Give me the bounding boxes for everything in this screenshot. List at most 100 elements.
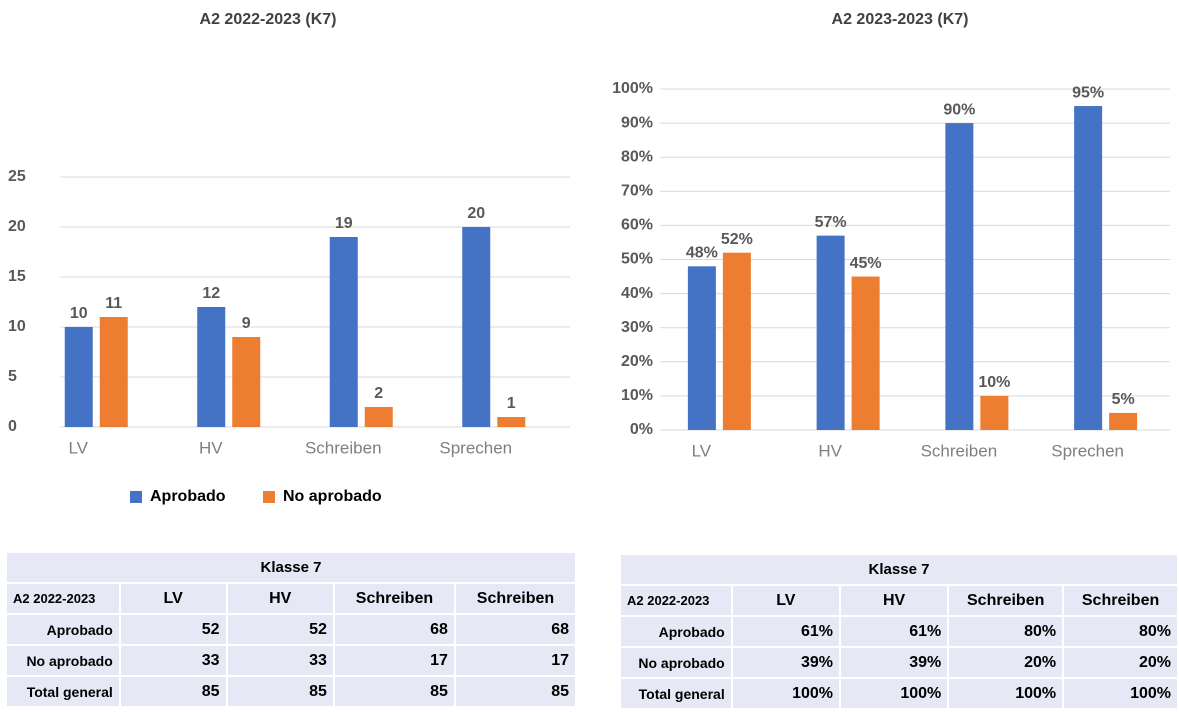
table-cell: No aprobado bbox=[5, 644, 121, 677]
bar bbox=[64, 327, 93, 427]
table-cell: 17 bbox=[332, 644, 456, 677]
table-cell: Total general bbox=[5, 675, 121, 708]
table-cell: LV bbox=[118, 582, 228, 615]
y-tick-label: 10 bbox=[8, 318, 26, 335]
legend-label: Aprobado bbox=[150, 488, 226, 505]
table-row: No aprobado 33 33 17 17 bbox=[5, 644, 578, 677]
table-cell: 85 bbox=[118, 675, 228, 708]
y-tick-label: 20% bbox=[621, 353, 653, 370]
data-label: 2 bbox=[374, 385, 383, 402]
data-label: 1 bbox=[507, 395, 516, 412]
table-cell: 33 bbox=[225, 644, 335, 677]
table-cell: 100% bbox=[730, 677, 841, 710]
table-cell: 39% bbox=[730, 646, 841, 679]
table-cell: A2 2022-2023 bbox=[5, 582, 121, 615]
legend-swatch bbox=[130, 491, 142, 503]
table-cell: A2 2022-2023 bbox=[619, 584, 733, 617]
bar bbox=[462, 227, 491, 427]
bar bbox=[99, 317, 128, 427]
data-label: 10% bbox=[978, 374, 1010, 391]
table-cell: 20% bbox=[1062, 646, 1179, 679]
chart-title: A2 2022-2023 (K7) bbox=[200, 11, 337, 28]
table-row: A2 2022-2023 LV HV Schreiben Schreiben bbox=[619, 584, 1179, 617]
x-tick-label: Sprechen bbox=[1051, 441, 1124, 460]
data-label: 20 bbox=[467, 205, 485, 222]
table-cell: HV bbox=[225, 582, 335, 615]
table-cell: 85 bbox=[453, 675, 578, 708]
table-row: A2 2022-2023 LV HV Schreiben Schreiben bbox=[5, 582, 578, 615]
y-tick-label: 90% bbox=[621, 114, 653, 131]
table-row: Klasse 7 bbox=[5, 551, 577, 584]
table-cell: 33 bbox=[118, 644, 228, 677]
x-tick-label: Schreiben bbox=[921, 441, 998, 460]
bar bbox=[722, 252, 751, 430]
chart-title: A2 2023-2023 (K7) bbox=[832, 11, 969, 28]
bar bbox=[1074, 106, 1103, 431]
bar bbox=[816, 235, 845, 430]
table-row: Aprobado 52 52 68 68 bbox=[5, 613, 578, 646]
x-tick-label: Sprechen bbox=[439, 438, 512, 457]
table-cell: Schreiben bbox=[453, 582, 578, 615]
table-cell: 52 bbox=[225, 613, 335, 646]
table-cell: 39% bbox=[838, 646, 950, 679]
table-cell: 68 bbox=[453, 613, 578, 646]
data-label: 10 bbox=[70, 305, 88, 322]
data-label: 5% bbox=[1112, 391, 1135, 408]
bar bbox=[945, 123, 974, 430]
data-label: 52% bbox=[721, 231, 753, 248]
x-tick-label: LV bbox=[692, 441, 712, 460]
table-cell: Schreiben bbox=[1062, 584, 1179, 617]
y-tick-label: 100% bbox=[612, 80, 653, 97]
table-cell: HV bbox=[838, 584, 950, 617]
table-cell: 52 bbox=[118, 613, 228, 646]
legend-label: No aprobado bbox=[283, 488, 382, 505]
bar bbox=[329, 237, 358, 427]
bar bbox=[232, 337, 261, 427]
table-cell: No aprobado bbox=[619, 646, 733, 679]
table-cell: 80% bbox=[1062, 615, 1179, 648]
charts: A2 2022-2023 (K7)0510152025LV1011HV129Sc… bbox=[8, 11, 1170, 505]
data-label: 45% bbox=[850, 255, 882, 272]
table-cell: Schreiben bbox=[332, 582, 456, 615]
y-tick-label: 25 bbox=[8, 168, 26, 185]
data-label: 9 bbox=[242, 315, 251, 332]
table-row: Total general 85 85 85 85 bbox=[5, 675, 578, 708]
table-cell: 100% bbox=[838, 677, 950, 710]
data-label: 95% bbox=[1072, 84, 1104, 101]
table-cell: 85 bbox=[332, 675, 456, 708]
y-tick-label: 60% bbox=[621, 217, 653, 234]
table-cell: 17 bbox=[453, 644, 578, 677]
bar bbox=[197, 307, 226, 427]
y-tick-label: 10% bbox=[621, 387, 653, 404]
table-cell: 80% bbox=[947, 615, 1065, 648]
data-label: 12 bbox=[202, 285, 220, 302]
table-cell: Aprobado bbox=[5, 613, 121, 646]
table-row: No aprobado 39% 39% 20% 20% bbox=[619, 646, 1179, 679]
bar bbox=[980, 395, 1009, 430]
data-label: 48% bbox=[686, 245, 718, 262]
table-cell: Aprobado bbox=[619, 615, 733, 648]
table-row: Total general 100% 100% 100% 100% bbox=[619, 677, 1179, 710]
data-label: 57% bbox=[815, 214, 847, 231]
table-cell: Klasse 7 bbox=[5, 551, 577, 584]
table-cell: 100% bbox=[1062, 677, 1179, 710]
table-cell: Klasse 7 bbox=[619, 553, 1179, 586]
y-tick-label: 0 bbox=[8, 418, 17, 435]
x-tick-label: LV bbox=[68, 438, 88, 457]
table-cell: 100% bbox=[947, 677, 1065, 710]
y-tick-label: 80% bbox=[621, 148, 653, 165]
legend-swatch bbox=[263, 491, 275, 503]
y-tick-label: 20 bbox=[8, 218, 26, 235]
table-cell: 61% bbox=[730, 615, 841, 648]
data-table: Klasse 7 A2 2022-2023 LV HV Schreiben Schreib… bbox=[5, 551, 578, 708]
x-tick-label: HV bbox=[199, 438, 223, 457]
table-cell: Total general bbox=[619, 677, 733, 710]
bar bbox=[687, 266, 716, 430]
data-label: 90% bbox=[943, 101, 975, 118]
data-label: 19 bbox=[335, 215, 353, 232]
table-cell: LV bbox=[730, 584, 841, 617]
table-row: Klasse 7 bbox=[619, 553, 1179, 586]
x-tick-label: Schreiben bbox=[305, 438, 382, 457]
x-tick-label: HV bbox=[818, 441, 842, 460]
